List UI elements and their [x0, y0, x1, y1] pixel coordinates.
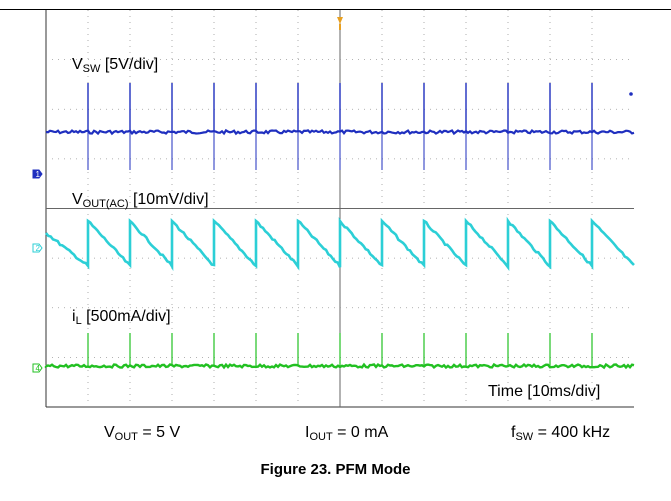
- vout-condition: VOUT = 5 V: [104, 424, 181, 443]
- oscilloscope-plot: 1 2 4: [32, 10, 635, 408]
- il-baseline: [44, 362, 635, 370]
- channel-marker-label: 4: [36, 364, 41, 373]
- vsw-label: VSW [5V/div]: [72, 56, 159, 75]
- trigger-marker: [337, 17, 343, 24]
- top-rule: [0, 9, 671, 10]
- scope-traces: [44, 83, 635, 370]
- vsw-edge-dot: [629, 92, 633, 96]
- channel-marker-2: [32, 243, 43, 253]
- channel-marker-label: 1: [36, 170, 41, 179]
- channel-marker-4: [32, 363, 43, 373]
- channel-markers: 1 2 4: [32, 169, 43, 373]
- iout-condition: IOUT = 0 mA: [305, 424, 389, 443]
- time-label: Time [10ms/div]: [488, 383, 601, 400]
- channel-marker-label: 2: [36, 244, 41, 253]
- figure-caption: Figure 23. PFM Mode: [260, 461, 411, 478]
- vout-label: VOUT(AC) [10mV/div]: [72, 191, 209, 210]
- fsw-condition: fSW = 400 kHz: [511, 424, 611, 443]
- test-conditions: VOUT = 5 V IOUT = 0 mA fSW = 400 kHz: [0, 424, 671, 448]
- il-label: iL [500mA/div]: [72, 308, 171, 327]
- channel-marker-1: [32, 169, 43, 179]
- vout-sawtooth: [44, 216, 635, 272]
